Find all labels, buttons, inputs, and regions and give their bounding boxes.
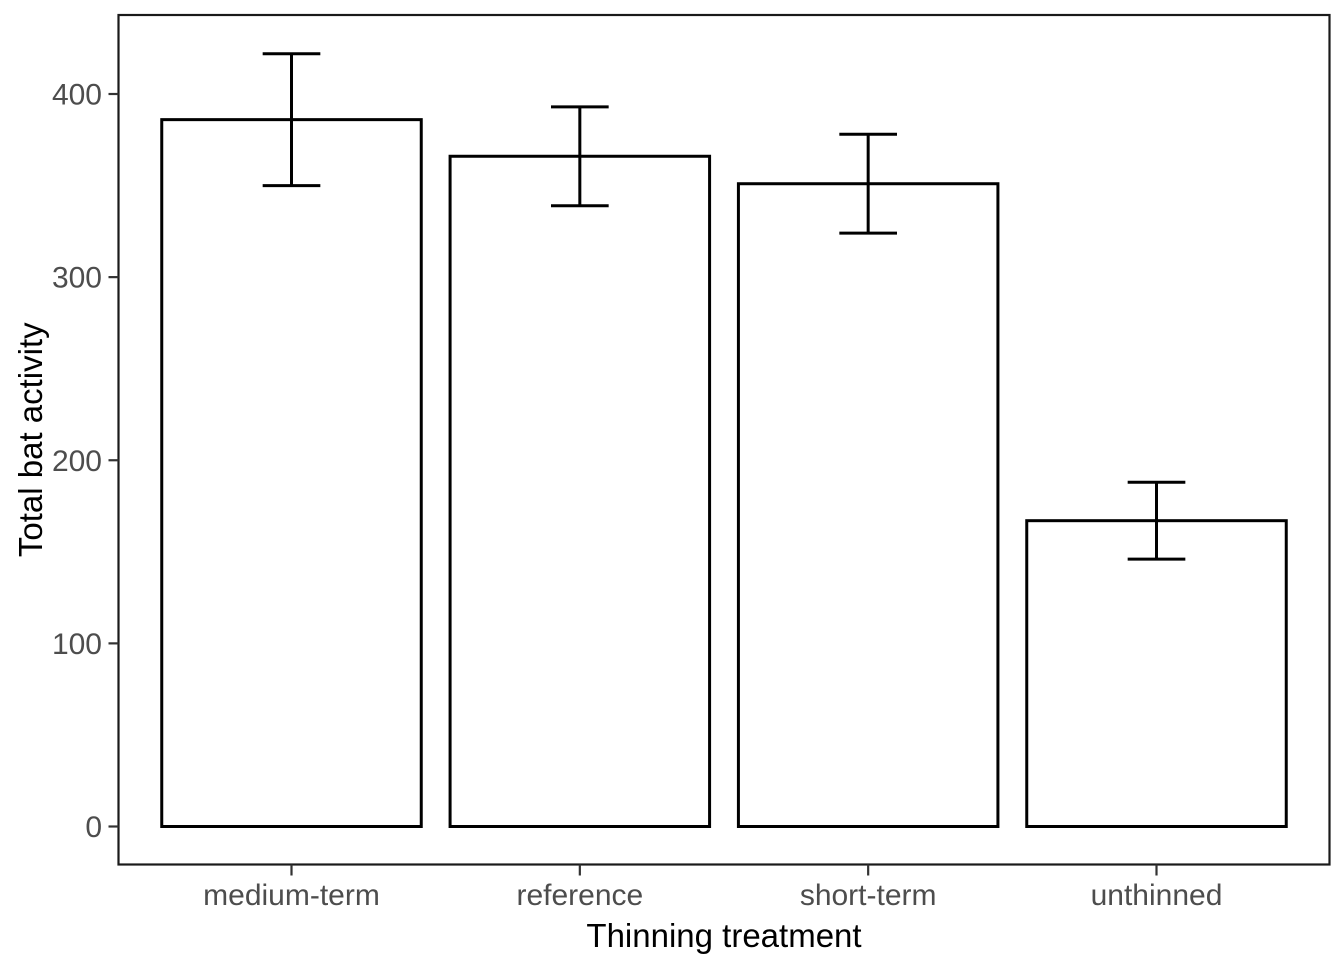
error-bar-medium-term — [262, 52, 321, 188]
y-tick-label: 0 — [85, 811, 102, 844]
y-tick-label: 200 — [52, 445, 102, 478]
bar-unthinned — [1025, 519, 1288, 829]
y-tick-label: 400 — [52, 79, 102, 112]
bar-short-term — [736, 182, 1000, 828]
y-tick-label: 300 — [52, 262, 102, 295]
x-tick-label: medium-term — [203, 879, 380, 912]
axes: 0 100 200 300 400 medium-term reference short-t… — [52, 79, 1222, 913]
x-axis-title: Thinning treatment — [586, 917, 861, 954]
bar-reference — [448, 154, 712, 828]
x-tick-label: unthinned — [1091, 879, 1223, 912]
plot-panel — [117, 13, 1331, 866]
x-tick-label: short-term — [800, 879, 937, 912]
y-axis-title: Total bat activity — [12, 322, 49, 557]
error-bar-unthinned — [1127, 480, 1186, 561]
panel-border — [117, 13, 1331, 866]
error-bar-reference — [551, 105, 609, 208]
bar-medium-term — [160, 118, 423, 828]
y-tick-label: 100 — [52, 628, 102, 661]
x-tick-label: reference — [516, 879, 643, 912]
error-bar-short-term — [839, 132, 897, 235]
